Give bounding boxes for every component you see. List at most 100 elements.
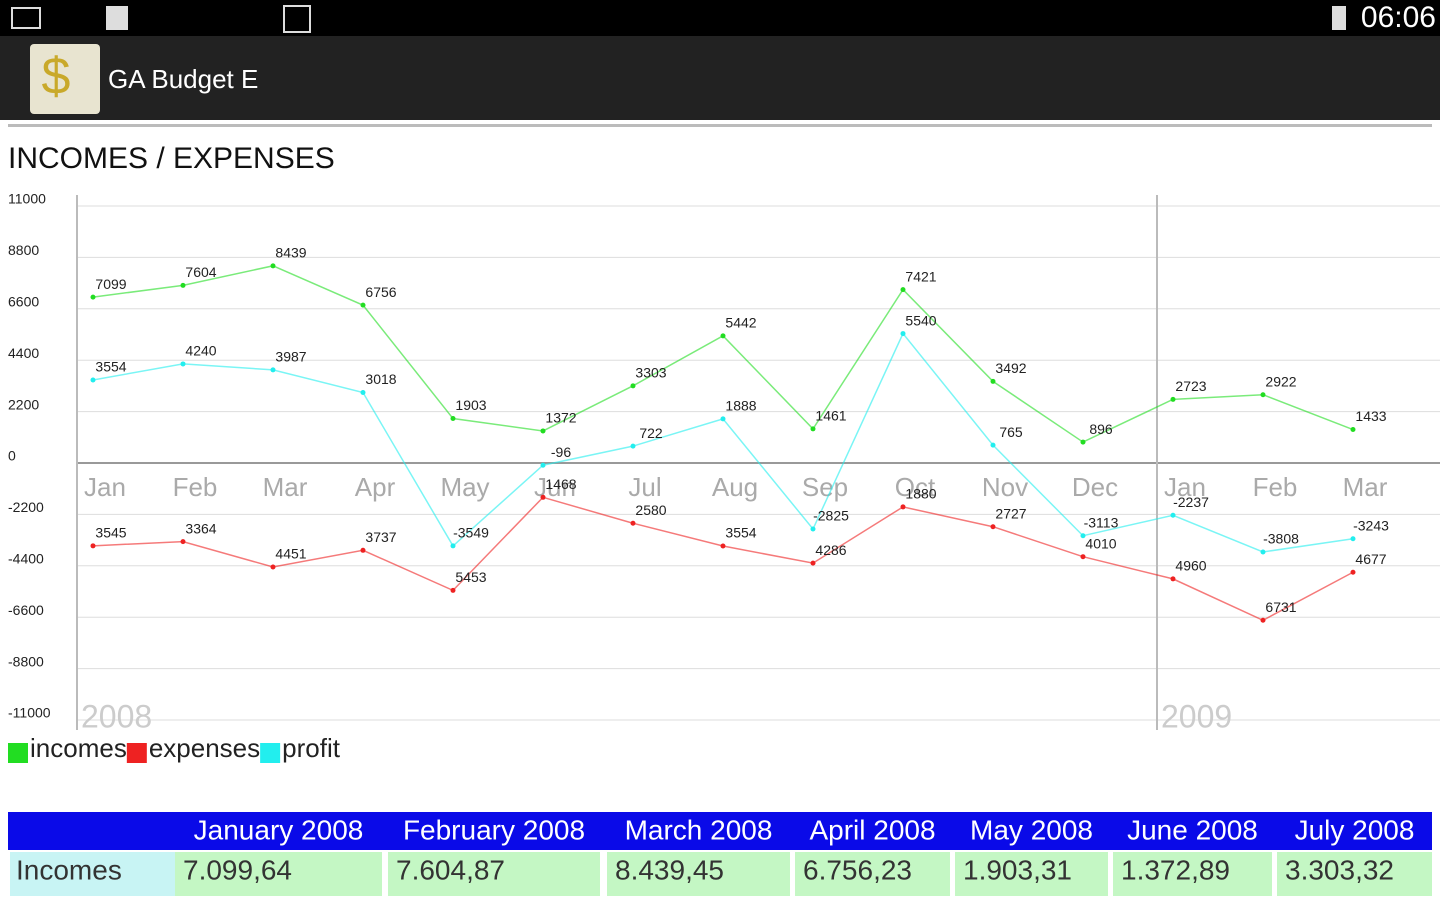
data-label: 2580: [635, 502, 666, 518]
clock: 06:06: [1361, 1, 1436, 34]
data-label: 7099: [95, 276, 126, 292]
data-point: [990, 378, 996, 384]
legend-swatch: [8, 743, 28, 763]
data-label: 1903: [455, 397, 486, 413]
row-label: Incomes: [16, 854, 122, 885]
column-header: March 2008: [625, 814, 773, 845]
data-point: [1080, 554, 1086, 560]
data-point: [270, 564, 276, 570]
data-point: [720, 416, 726, 422]
data-point: [360, 302, 366, 308]
sd-icon: [106, 6, 128, 30]
battery-icon: [1332, 6, 1346, 30]
table-cell: [607, 852, 790, 896]
x-tick-label: Feb: [1253, 472, 1298, 502]
y-tick-label: 8800: [8, 242, 39, 258]
data-label: 2922: [1265, 373, 1296, 389]
status-bar: [0, 0, 1440, 36]
x-tick-label: Jan: [84, 472, 126, 502]
data-point: [180, 539, 186, 545]
data-point: [990, 524, 996, 530]
x-tick-label: Feb: [173, 472, 218, 502]
data-label: 8439: [275, 245, 306, 261]
data-label: 2727: [995, 505, 1026, 521]
cell-value: 7.604,87: [396, 854, 505, 885]
data-point: [1080, 439, 1086, 445]
data-label: 7604: [185, 264, 216, 280]
cell-value: 7.099,64: [183, 854, 292, 885]
y-tick-label: -2200: [8, 499, 44, 515]
data-point: [90, 543, 96, 549]
data-point: [720, 543, 726, 549]
data-point: [900, 504, 906, 510]
cell-value: 1.372,89: [1121, 854, 1230, 885]
data-point: [900, 331, 906, 337]
y-tick-label: 0: [8, 448, 16, 464]
y-tick-label: 11000: [8, 191, 46, 207]
app-bar: [0, 36, 1440, 120]
data-point: [990, 442, 996, 448]
data-label: 3303: [635, 365, 666, 381]
data-label: 6731: [1265, 599, 1296, 615]
y-tick-label: 2200: [8, 396, 39, 412]
y-tick-label: -8800: [8, 653, 44, 669]
x-tick-label: Mar: [1343, 472, 1388, 502]
legend-label: profit: [282, 733, 341, 763]
data-point: [180, 361, 186, 367]
x-tick-label: Oct: [895, 472, 936, 502]
data-label: 5442: [725, 315, 756, 331]
data-point: [360, 547, 366, 553]
x-tick-label: May: [440, 472, 489, 502]
data-label: -96: [551, 444, 571, 460]
x-tick-label: Nov: [982, 472, 1028, 502]
data-point: [900, 287, 906, 293]
data-point: [1260, 617, 1266, 623]
data-point: [540, 462, 546, 468]
data-point: [180, 282, 186, 288]
legend-label: expenses: [149, 733, 260, 763]
data-label: 4240: [185, 343, 216, 359]
data-point: [1260, 549, 1266, 555]
data-label: 3364: [185, 520, 216, 536]
data-label: 5540: [905, 312, 936, 328]
app-icon[interactable]: [30, 44, 100, 114]
data-point: [1170, 396, 1176, 402]
data-label: 1372: [545, 410, 576, 426]
data-point: [1350, 427, 1356, 433]
data-point: [810, 426, 816, 432]
data-point: [90, 377, 96, 383]
row-label-cell: [10, 852, 175, 896]
data-point: [450, 416, 456, 422]
table-cell: [795, 852, 950, 896]
data-point: [450, 587, 456, 593]
data-label: 4960: [1175, 558, 1206, 574]
data-point: [630, 520, 636, 526]
data-point: [90, 294, 96, 300]
data-point: [720, 333, 726, 339]
legend-swatch: [260, 743, 281, 763]
data-label: 3545: [95, 525, 126, 541]
cell-value: 3.303,32: [1285, 854, 1394, 885]
table-cell: [175, 852, 382, 896]
mail-icon: [11, 7, 41, 29]
data-point: [360, 389, 366, 395]
series-line: [92, 332, 1354, 553]
x-tick-label: Mar: [263, 472, 308, 502]
table-cell: [388, 852, 600, 896]
chart-title: INCOMES / EXPENSES: [8, 142, 335, 175]
x-tick-label: Apr: [355, 472, 396, 502]
x-tick-label: Jan: [1164, 472, 1206, 502]
y-tick-label: -4400: [8, 551, 44, 567]
year-label: 2008: [81, 698, 152, 734]
column-header: July 2008: [1295, 814, 1415, 845]
year-label: 2009: [1161, 698, 1232, 734]
data-point: [630, 443, 636, 449]
chart: 11000 8800 6600 4400 2200 0 -2200 -4400 -6600 -88…: [8, 191, 1440, 763]
data-label: 1433: [1355, 408, 1386, 424]
data-label: 1880: [905, 486, 936, 502]
data-label: 4451: [275, 546, 306, 562]
cell-value: 6.756,23: [803, 854, 912, 885]
image-icon: [283, 5, 311, 33]
table: January 2008 February 2008 March 2008 April…: [8, 812, 1432, 896]
